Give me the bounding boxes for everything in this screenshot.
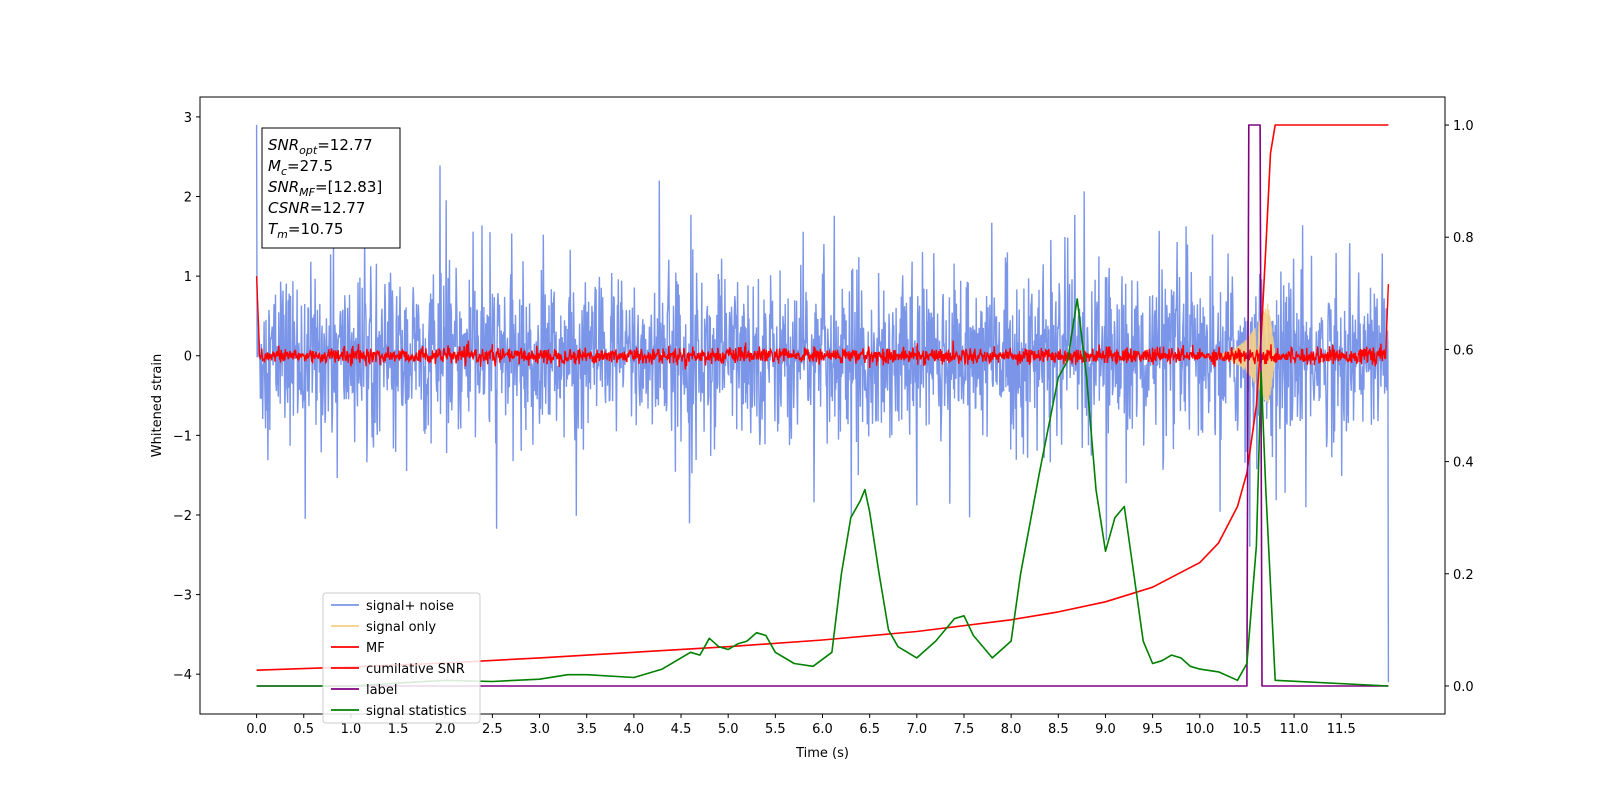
x-tick-label: 7.5 xyxy=(954,722,975,737)
x-tick-label: 8.5 xyxy=(1048,722,1069,737)
x-tick-label: 6.5 xyxy=(859,722,880,737)
y-left-tick-label: −2 xyxy=(173,509,192,524)
x-tick-label: 11.0 xyxy=(1280,722,1309,737)
y-right-tick-label: 1.0 xyxy=(1453,119,1474,134)
y-left-tick-label: −4 xyxy=(173,668,192,683)
series-cumilative-snr xyxy=(256,124,1389,671)
y-left-tick-label: 0 xyxy=(184,350,192,365)
x-axis-label: Time (s) xyxy=(795,746,849,761)
y-axis-label: Whitened strain xyxy=(150,354,165,457)
info-symbol: M xyxy=(268,157,281,175)
x-tick-label: 5.5 xyxy=(765,722,786,737)
info-subscript: m xyxy=(277,228,288,241)
y-right-axis-ticks: 1.0 0.8 0.6 0.4 0.2 0.0 xyxy=(1445,119,1474,695)
info-subscript: opt xyxy=(299,144,318,157)
series-signal-statistics xyxy=(256,298,1389,687)
y-right-tick-label: 0.6 xyxy=(1453,343,1474,358)
info-symbol: SNR xyxy=(268,178,299,196)
info-symbol: T xyxy=(268,220,279,238)
y-right-tick-label: 0.2 xyxy=(1453,568,1474,583)
x-tick-label: 4.0 xyxy=(624,722,645,737)
legend-label: cumilative SNR xyxy=(366,662,465,677)
info-line: Tm=10.75 xyxy=(268,220,343,241)
x-tick-label: 10.5 xyxy=(1232,722,1261,737)
info-subscript: c xyxy=(281,165,287,178)
info-subscript: MF xyxy=(299,186,315,199)
y-right-tick-label: 0.0 xyxy=(1453,680,1474,695)
x-tick-label: 11.5 xyxy=(1327,722,1356,737)
info-line: SNRMF=[12.83] xyxy=(268,178,382,199)
info-line: CSNR=12.77 xyxy=(268,199,365,217)
info-symbol: CSNR xyxy=(268,199,310,217)
series-layer xyxy=(255,124,1390,687)
x-tick-label: 2.5 xyxy=(482,722,503,737)
x-tick-label: 8.0 xyxy=(1001,722,1022,737)
info-symbol: SNR xyxy=(268,136,299,154)
x-tick-label: 1.5 xyxy=(388,722,409,737)
x-tick-label: 3.0 xyxy=(529,722,550,737)
info-value: =12.77 xyxy=(317,136,373,154)
y-right-tick-label: 0.8 xyxy=(1453,231,1474,246)
legend: signal+ noise signal only MF cumilative SNR… xyxy=(322,592,481,724)
legend-label: signal+ noise xyxy=(366,599,454,614)
x-tick-label: 6.0 xyxy=(812,722,833,737)
y-left-tick-label: 1 xyxy=(184,270,192,285)
x-tick-label: 9.5 xyxy=(1142,722,1163,737)
y-left-tick-label: 2 xyxy=(184,191,192,206)
y-left-axis-ticks: 3 2 1 0 −1 −2 −3 −4 xyxy=(173,111,200,683)
x-tick-label: 2.0 xyxy=(435,722,456,737)
info-value: =27.5 xyxy=(287,157,333,175)
y-right-tick-label: 0.4 xyxy=(1453,456,1474,471)
x-tick-label: 9.0 xyxy=(1095,722,1116,737)
series-label xyxy=(256,124,1389,687)
info-value: =12.77 xyxy=(310,199,366,217)
y-left-tick-label: 3 xyxy=(184,111,192,126)
legend-frame xyxy=(322,592,481,724)
x-tick-label: 10.0 xyxy=(1185,722,1214,737)
series-mf xyxy=(255,276,1390,370)
info-line: Mc=27.5 xyxy=(268,157,333,178)
legend-label: signal only xyxy=(366,620,436,635)
legend-label: label xyxy=(366,683,397,698)
y-left-tick-label: −3 xyxy=(173,589,192,604)
x-tick-label: 3.5 xyxy=(576,722,597,737)
x-tick-label: 4.5 xyxy=(671,722,692,737)
info-value: =10.75 xyxy=(288,220,344,238)
legend-label: signal statistics xyxy=(366,704,467,719)
info-value: =[12.83] xyxy=(315,178,382,196)
y-left-tick-label: −1 xyxy=(173,429,192,444)
x-tick-label: 5.0 xyxy=(718,722,739,737)
info-box: SNRopt=12.77Mc=27.5SNRMF=[12.83]CSNR=12.… xyxy=(261,127,401,249)
legend-label: MF xyxy=(366,641,385,656)
x-tick-label: 0.0 xyxy=(246,722,267,737)
x-axis-ticks: 0.0 0.5 1.0 1.5 2.0 2.5 3.0 3.5 4.0 4.5 5.0 5.5 6.0 6… xyxy=(246,714,1356,737)
info-box-frame xyxy=(261,127,401,249)
x-tick-label: 0.5 xyxy=(293,722,314,737)
info-line: SNRopt=12.77 xyxy=(268,136,373,157)
x-tick-label: 7.0 xyxy=(906,722,927,737)
x-tick-label: 1.0 xyxy=(341,722,362,737)
